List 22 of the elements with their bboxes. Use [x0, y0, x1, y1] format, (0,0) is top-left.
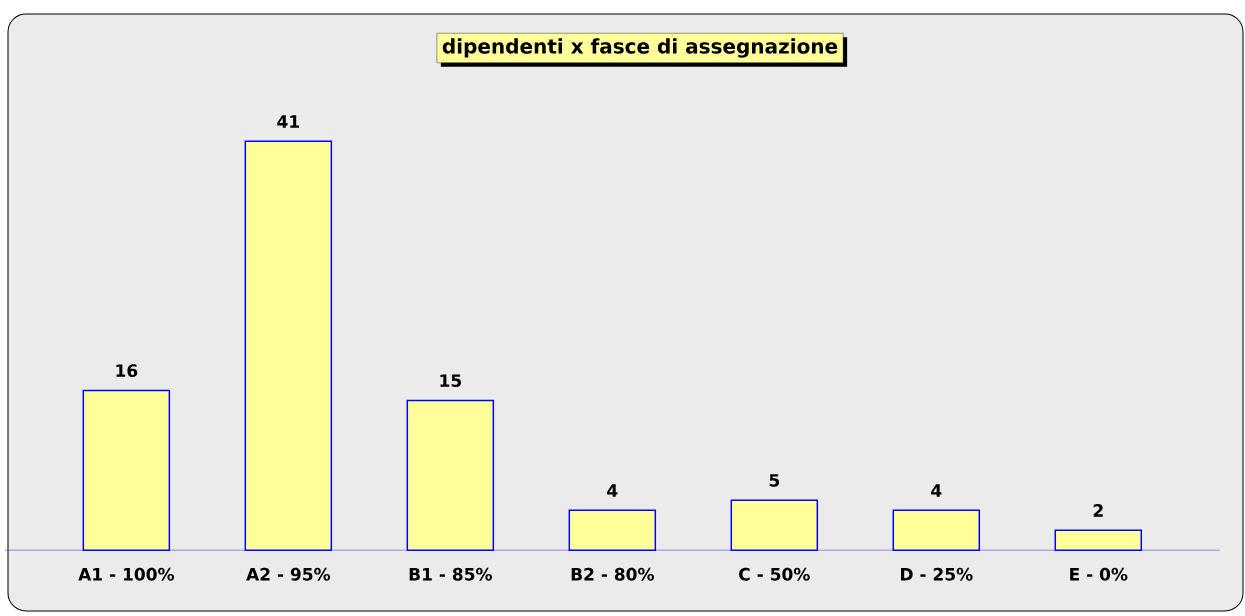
- bar: [406, 399, 495, 551]
- x-tick-label: C - 50%: [739, 567, 810, 581]
- x-tick-label: B1 - 85%: [409, 567, 492, 581]
- x-tick-label: B2 - 80%: [571, 567, 654, 581]
- data-label: 16: [116, 364, 138, 378]
- data-label: 4: [607, 484, 618, 497]
- bar: [892, 509, 981, 551]
- chart-title: dipendenti x fasce di assegnazione: [442, 38, 838, 58]
- bar: [244, 140, 333, 551]
- data-label: 4: [931, 484, 942, 497]
- data-label: 5: [769, 474, 780, 487]
- data-label: 41: [277, 115, 300, 128]
- bar: [82, 389, 171, 551]
- bar: [1054, 529, 1143, 551]
- x-tick-label: A1 - 100%: [78, 567, 175, 581]
- x-tick-label: A2 - 95%: [246, 567, 331, 581]
- bar: [730, 499, 819, 551]
- x-tick-label: D - 25%: [901, 567, 973, 581]
- data-label: 2: [1093, 504, 1103, 517]
- data-label: 15: [440, 374, 461, 388]
- x-tick-label: E - 0%: [1070, 567, 1128, 581]
- bar: [568, 509, 657, 551]
